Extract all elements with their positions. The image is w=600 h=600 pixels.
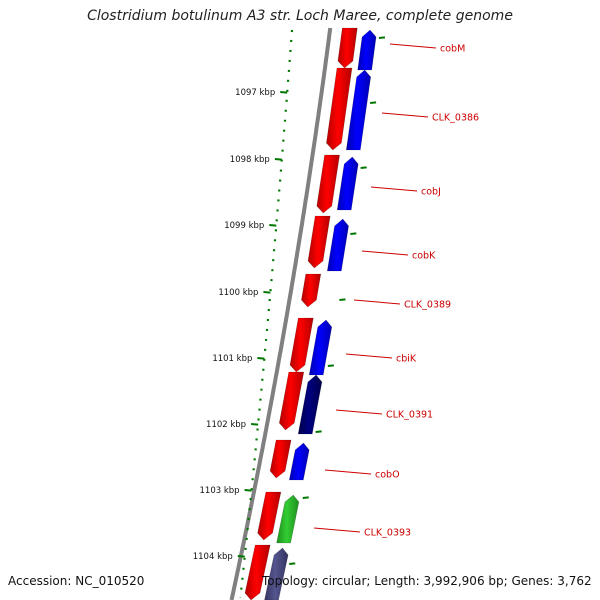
- ruler-label: 1101 kbp: [212, 354, 252, 364]
- reverse-gene: [264, 547, 289, 600]
- ruler-tick: [251, 423, 259, 426]
- ruler-tick: [257, 357, 265, 360]
- reverse-tick: [350, 232, 357, 235]
- accession-text: Accession: NC_010520: [8, 574, 145, 588]
- ruler-tick: [274, 158, 282, 161]
- gene-label-leader: [313, 527, 361, 533]
- reverse-tick: [302, 496, 309, 499]
- gene-label: CLK_0386: [432, 113, 479, 124]
- forward-gene: [301, 273, 322, 308]
- gene-label: CLK_0389: [404, 300, 451, 311]
- gene-label: cobO: [375, 470, 400, 481]
- reverse-tick: [378, 36, 386, 39]
- reverse-gene: [276, 494, 300, 544]
- forward-gene: [289, 317, 314, 373]
- ruler-label: 1102 kbp: [206, 420, 246, 430]
- ruler-label: 1098 kbp: [230, 155, 270, 165]
- ruler-label: 1104 kbp: [193, 552, 233, 562]
- forward-gene: [326, 67, 353, 151]
- gene-label-leader: [345, 353, 393, 359]
- gene-label: cobJ: [421, 187, 441, 198]
- reverse-tick: [339, 298, 346, 301]
- gene-label: cobM: [440, 44, 465, 55]
- gene-label-leader: [389, 43, 437, 49]
- forward-gene: [307, 215, 331, 269]
- forward-gene: [269, 439, 292, 479]
- reverse-tick: [360, 166, 367, 169]
- gene-label: cbiK: [396, 354, 417, 365]
- topology-text: Topology: circular; Length: 3,992,906 bp…: [262, 574, 592, 588]
- forward-gene: [337, 27, 358, 69]
- forward-gene: [244, 544, 271, 600]
- ruler-tick: [263, 291, 271, 294]
- gene-label-leader: [381, 112, 429, 118]
- reverse-tick: [370, 101, 377, 104]
- ruler-label: 1103 kbp: [200, 486, 240, 496]
- reverse-gene: [345, 69, 372, 151]
- reverse-gene: [357, 29, 377, 71]
- ruler-label: 1100 kbp: [218, 288, 258, 298]
- forward-gene: [278, 371, 305, 431]
- ruler-tick: [237, 555, 245, 558]
- gene-label: CLK_0391: [386, 410, 433, 421]
- gene-label: cobK: [412, 251, 436, 262]
- gene-label-leader: [370, 186, 418, 192]
- reverse-gene: [288, 442, 310, 481]
- reverse-gene: [336, 156, 359, 211]
- reverse-gene: [297, 374, 323, 435]
- gene-label-leader: [361, 250, 409, 256]
- genome-backbone: [229, 27, 333, 600]
- reverse-tick: [289, 562, 296, 565]
- ruler-label: 1097 kbp: [235, 88, 275, 98]
- forward-gene: [316, 154, 340, 214]
- ruler-tick: [269, 224, 277, 227]
- reverse-tick: [315, 430, 322, 433]
- ruler-tick: [244, 489, 252, 492]
- gene-label: CLK_0393: [364, 528, 411, 539]
- gene-label-leader: [335, 409, 383, 415]
- gene-label-leader: [324, 469, 372, 475]
- page-title: Clostridium botulinum A3 str. Loch Maree…: [87, 8, 513, 24]
- reverse-gene: [326, 218, 349, 272]
- gene-label-leader: [353, 299, 401, 305]
- forward-gene: [257, 491, 282, 541]
- ruler-label: 1099 kbp: [224, 221, 264, 231]
- reverse-tick: [327, 364, 334, 367]
- ruler-tick: [280, 91, 288, 94]
